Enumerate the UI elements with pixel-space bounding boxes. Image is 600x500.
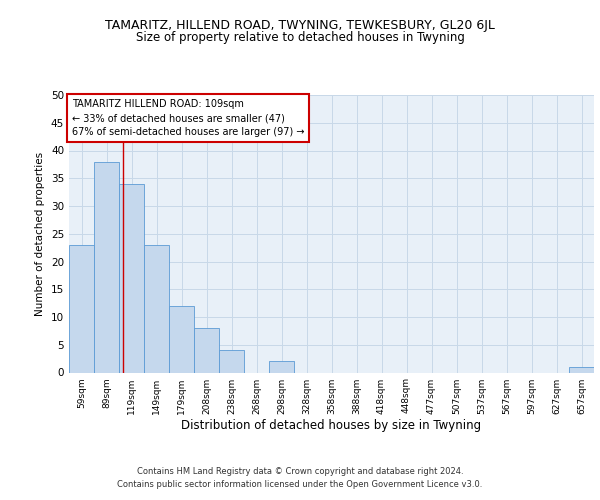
X-axis label: Distribution of detached houses by size in Twyning: Distribution of detached houses by size … (181, 420, 482, 432)
Text: Size of property relative to detached houses in Twyning: Size of property relative to detached ho… (136, 31, 464, 44)
Text: Contains public sector information licensed under the Open Government Licence v3: Contains public sector information licen… (118, 480, 482, 489)
Bar (144, 245, 169, 372)
Text: TAMARITZ, HILLEND ROAD, TWYNING, TEWKESBURY, GL20 6JL: TAMARITZ, HILLEND ROAD, TWYNING, TEWKESB… (105, 19, 495, 32)
Bar (219, 350, 244, 372)
Bar (69, 245, 94, 372)
Bar (194, 328, 219, 372)
Text: TAMARITZ HILLEND ROAD: 109sqm
← 33% of detached houses are smaller (47)
67% of s: TAMARITZ HILLEND ROAD: 109sqm ← 33% of d… (71, 99, 304, 137)
Bar (269, 362, 294, 372)
Text: Contains HM Land Registry data © Crown copyright and database right 2024.: Contains HM Land Registry data © Crown c… (137, 467, 463, 476)
Bar (119, 184, 144, 372)
Bar (94, 162, 119, 372)
Bar (569, 367, 594, 372)
Bar (169, 306, 194, 372)
Y-axis label: Number of detached properties: Number of detached properties (35, 152, 46, 316)
